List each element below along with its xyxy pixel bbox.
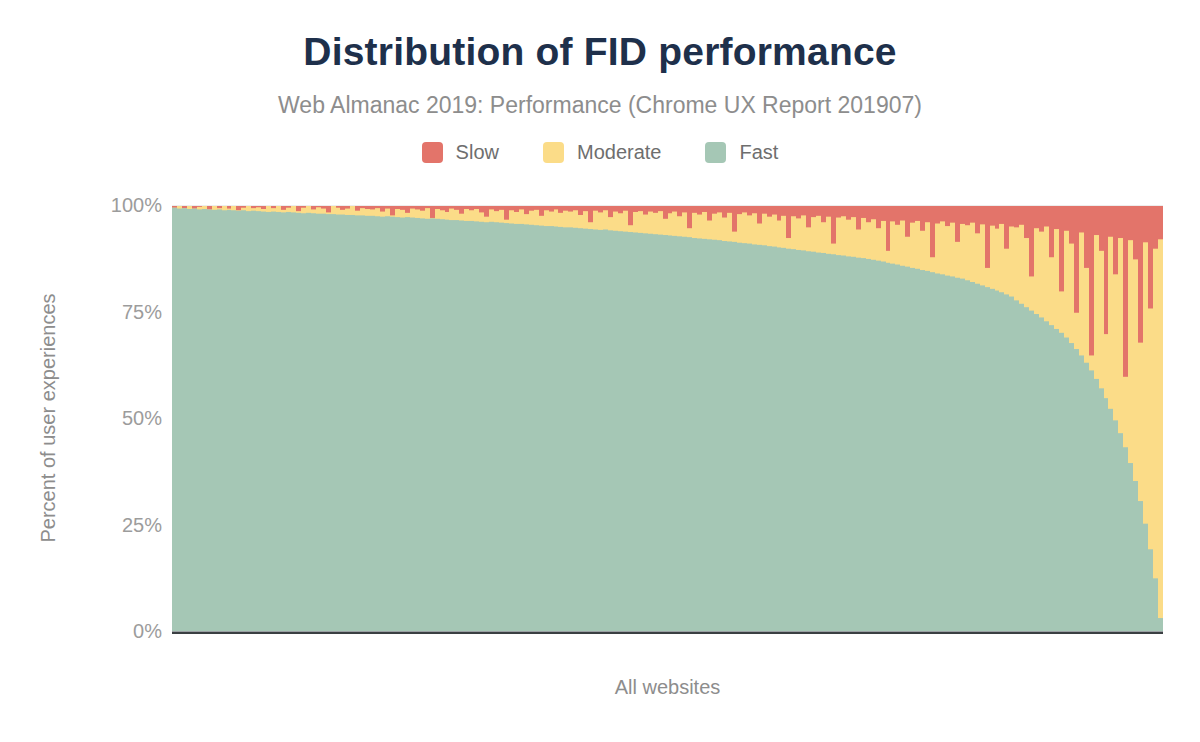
moderate-swatch-icon — [543, 142, 564, 163]
y-axis-tick-75: 75% — [58, 301, 162, 324]
y-axis-tick-50: 50% — [58, 407, 162, 430]
slow-swatch-icon — [422, 142, 443, 163]
fid-chart-canvas — [172, 206, 1163, 633]
x-axis-baseline — [172, 631, 1163, 634]
y-axis-title: Percent of user experiences — [37, 293, 60, 542]
legend-label-slow: Slow — [456, 141, 499, 164]
y-axis-tick-25: 25% — [58, 514, 162, 537]
chart-legend: Slow Moderate Fast — [0, 139, 1200, 165]
fid-performance-chart: Distribution of FID performance Web Alma… — [0, 0, 1200, 742]
y-axis-tick-100: 100% — [58, 194, 162, 217]
legend-label-moderate: Moderate — [577, 141, 662, 164]
legend-item-fast: Fast — [705, 141, 778, 164]
y-axis-tick-0: 0% — [58, 620, 162, 643]
legend-item-moderate: Moderate — [543, 141, 662, 164]
plot-area — [172, 205, 1163, 633]
fast-swatch-icon — [705, 142, 726, 163]
page-subtitle: Web Almanac 2019: Performance (Chrome UX… — [0, 92, 1200, 119]
legend-item-slow: Slow — [422, 141, 499, 164]
legend-label-fast: Fast — [739, 141, 778, 164]
page-title: Distribution of FID performance — [0, 30, 1200, 74]
x-axis-title: All websites — [172, 676, 1163, 699]
